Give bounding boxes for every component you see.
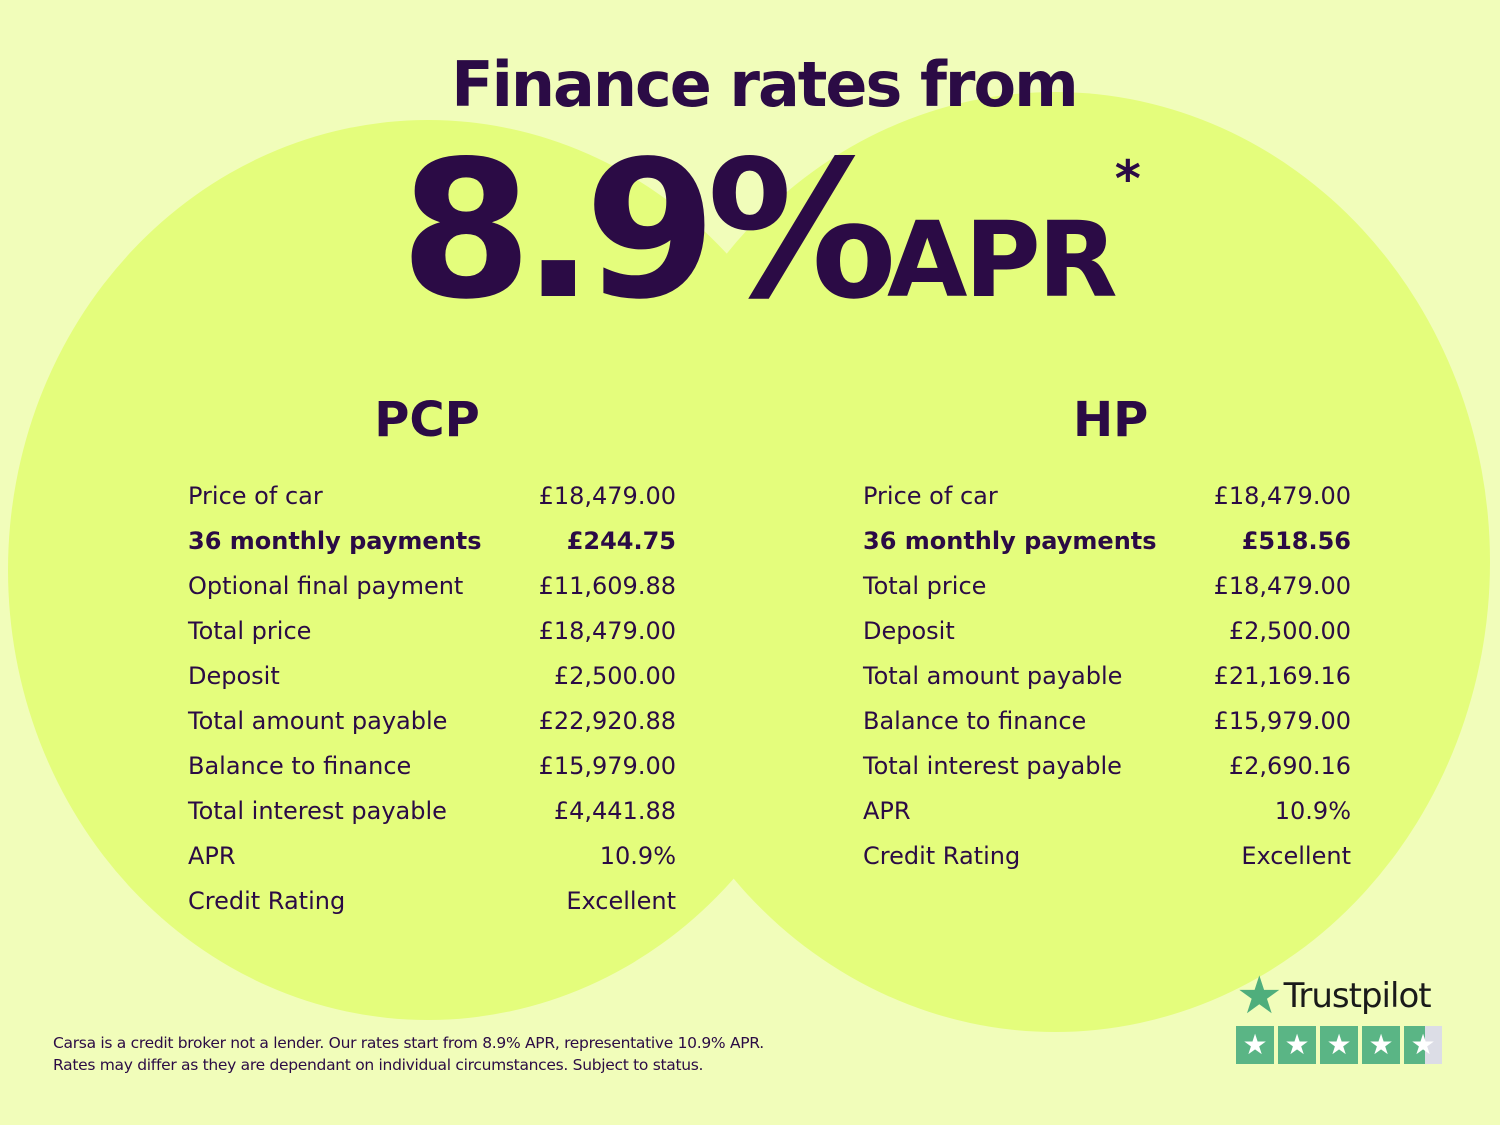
table-row: Total amount payable £21,169.16 (863, 654, 1351, 699)
table-row: Total interest payable £2,690.16 (863, 744, 1351, 789)
row-value: 10.9% (599, 842, 676, 870)
row-label: Credit Rating (188, 887, 346, 915)
table-row: 36 monthly payments £244.75 (188, 519, 676, 564)
star-icon: ★ (1236, 1026, 1274, 1064)
star-icon: ★ (1404, 1026, 1442, 1064)
table-row: Deposit £2,500.00 (188, 654, 676, 699)
trustpilot-badge: ★ Trustpilot ★ ★ ★ ★ ★ (1236, 966, 1442, 1064)
pcp-title: PCP (374, 392, 480, 448)
apr-label: APR (886, 199, 1118, 321)
row-label: 36 monthly payments (863, 527, 1157, 555)
table-row: Total interest payable £4,441.88 (188, 789, 676, 834)
star-icon: ★ (1278, 1026, 1316, 1064)
table-row: Price of car £18,479.00 (863, 474, 1351, 519)
disclaimer-line: Rates may differ as they are dependant o… (53, 1056, 704, 1074)
row-value: £518.56 (1241, 527, 1351, 555)
row-label: Total interest payable (188, 797, 447, 825)
row-label: APR (188, 842, 236, 870)
row-value: £11,609.88 (538, 572, 676, 600)
row-value: 10.9% (1274, 797, 1351, 825)
table-row: Price of car £18,479.00 (188, 474, 676, 519)
row-value: £18,479.00 (538, 482, 676, 510)
row-value: £15,979.00 (1213, 707, 1351, 735)
row-label: Balance to finance (863, 707, 1087, 735)
disclaimer: Carsa is a credit broker not a lender. O… (53, 1032, 764, 1076)
asterisk: * (1114, 150, 1141, 208)
star-icon: ★ (1320, 1026, 1358, 1064)
row-value: Excellent (1241, 842, 1351, 870)
table-row: Optional final payment £11,609.88 (188, 564, 676, 609)
row-label: Deposit (863, 617, 955, 645)
row-value: £18,479.00 (1213, 572, 1351, 600)
row-label: Total price (863, 572, 987, 600)
row-value: Excellent (566, 887, 676, 915)
row-value: £18,479.00 (1213, 482, 1351, 510)
row-label: 36 monthly payments (188, 527, 482, 555)
row-value: £4,441.88 (553, 797, 676, 825)
trustpilot-name: Trustpilot (1283, 976, 1432, 1016)
row-label: Total amount payable (863, 662, 1123, 690)
row-value: £2,690.16 (1228, 752, 1351, 780)
rating-stars: ★ ★ ★ ★ ★ (1236, 1026, 1442, 1064)
row-label: Optional final payment (188, 572, 464, 600)
pcp-table: PCP Price of car £18,479.00 36 monthly pay… (188, 392, 676, 924)
row-label: Balance to finance (188, 752, 412, 780)
table-row: APR 10.9% (863, 789, 1351, 834)
star-icon: ★ (1236, 966, 1283, 1026)
row-value: £21,169.16 (1213, 662, 1351, 690)
row-label: Deposit (188, 662, 280, 690)
row-label: Total amount payable (188, 707, 448, 735)
table-row: Credit Rating Excellent (188, 879, 676, 924)
star-icon: ★ (1362, 1026, 1400, 1064)
row-label: Total price (188, 617, 312, 645)
row-value: £18,479.00 (538, 617, 676, 645)
table-row: Balance to finance £15,979.00 (188, 744, 676, 789)
table-row: Total amount payable £22,920.88 (188, 699, 676, 744)
table-row: Balance to finance £15,979.00 (863, 699, 1351, 744)
row-value: £22,920.88 (538, 707, 676, 735)
table-row: Total price £18,479.00 (188, 609, 676, 654)
row-label: Credit Rating (863, 842, 1021, 870)
row-label: Price of car (188, 482, 323, 510)
table-row: Total price £18,479.00 (863, 564, 1351, 609)
disclaimer-line: Carsa is a credit broker not a lender. O… (53, 1034, 764, 1052)
hp-title: HP (1073, 392, 1149, 448)
rate-banner: 8.9%APR* (400, 120, 1141, 341)
table-row: Deposit £2,500.00 (863, 609, 1351, 654)
row-label: APR (863, 797, 911, 825)
row-value: £15,979.00 (538, 752, 676, 780)
row-value: £2,500.00 (1228, 617, 1351, 645)
background-circle-right (620, 92, 1490, 1032)
table-row: Credit Rating Excellent (863, 834, 1351, 879)
row-label: Total interest payable (863, 752, 1122, 780)
row-value: £244.75 (566, 527, 676, 555)
rate-value: 8.9% (400, 120, 897, 341)
row-label: Price of car (863, 482, 998, 510)
headline: Finance rates from (451, 48, 1078, 121)
hp-table: HP Price of car £18,479.00 36 monthly paym… (863, 392, 1351, 879)
table-row: 36 monthly payments £518.56 (863, 519, 1351, 564)
table-row: APR 10.9% (188, 834, 676, 879)
row-value: £2,500.00 (553, 662, 676, 690)
